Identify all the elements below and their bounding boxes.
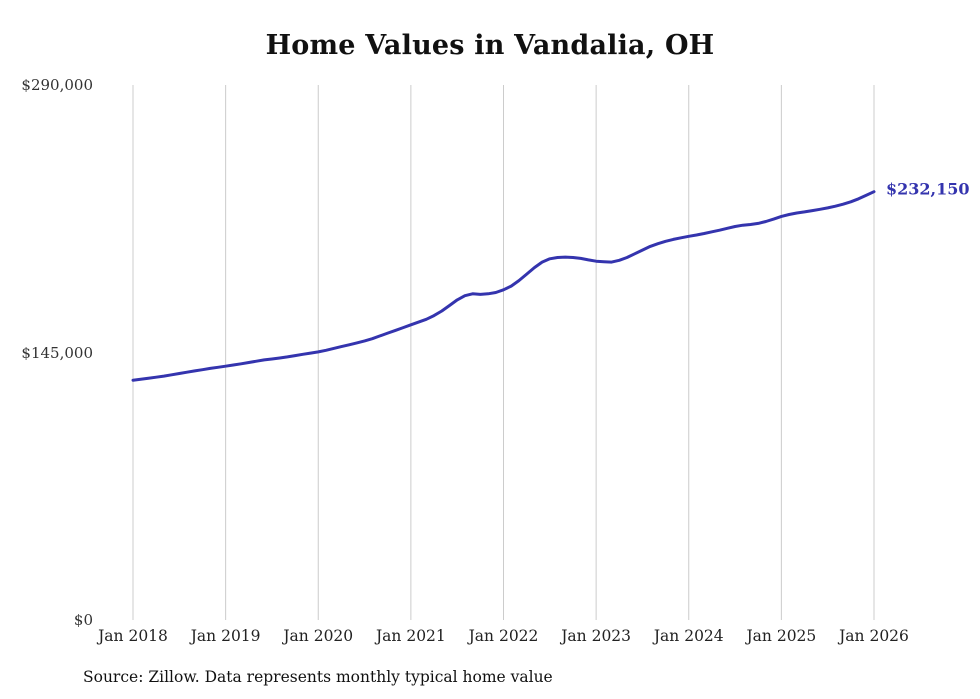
x-axis-tick-label: Jan 2020 (283, 627, 354, 645)
x-axis-tick-label: Jan 2022 (468, 627, 539, 645)
x-axis-tick-label: Jan 2023 (561, 627, 632, 645)
chart-title: Home Values in Vandalia, OH (265, 30, 715, 61)
home-value-series-line (131, 190, 876, 382)
x-axis-tick-label: Jan 2018 (98, 627, 168, 645)
x-axis-tick-label: Jan 2025 (746, 627, 817, 645)
latest-value-label: $232,150 (886, 179, 970, 199)
x-axis-tick-label: Jan 2019 (190, 627, 261, 645)
y-axis-tick-label: $145,000 (21, 343, 93, 362)
source-note: Source: Zillow. Data represents monthly … (83, 668, 553, 686)
x-axis-tick-label: Jan 2021 (375, 627, 446, 645)
y-axis-tick-label: $290,000 (21, 76, 93, 94)
x-axis-tick-label: Jan 2024 (653, 627, 724, 645)
x-axis-tick-label: Jan 2026 (839, 627, 909, 645)
y-axis-tick-label: $0 (73, 611, 93, 629)
